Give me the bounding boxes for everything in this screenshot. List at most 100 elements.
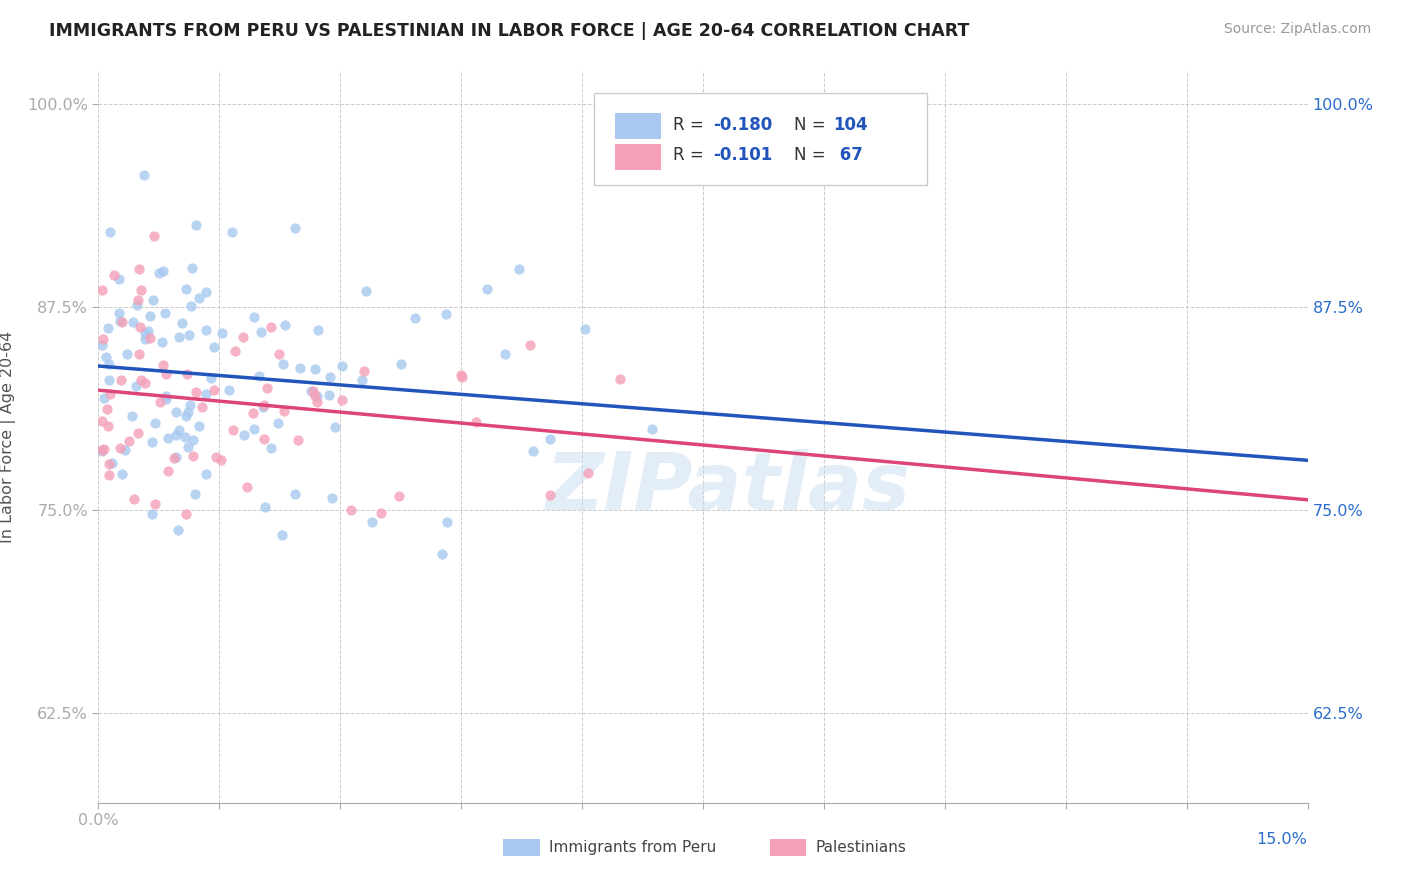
Point (165, 404, 187, 418)
Text: 104: 104 (834, 116, 869, 134)
Point (236, 481, 259, 495)
Point (150, 334, 173, 349)
Point (108, 306, 131, 320)
Point (283, 487, 305, 501)
Point (284, 221, 307, 235)
Point (270, 528, 292, 542)
Point (370, 506, 392, 520)
Point (305, 395, 328, 409)
Point (134, 376, 156, 391)
Point (167, 523, 190, 537)
Point (186, 218, 208, 232)
Text: 67: 67 (834, 146, 862, 164)
Point (202, 383, 225, 397)
Point (202, 340, 225, 354)
Point (353, 363, 375, 377)
Point (305, 389, 328, 403)
Point (142, 293, 165, 307)
Text: -0.101: -0.101 (713, 146, 772, 164)
Point (209, 452, 232, 467)
Point (181, 261, 204, 276)
Text: IMMIGRANTS FROM PERU VS PALESTINIAN IN LABOR FORCE | AGE 20-64 CORRELATION CHART: IMMIGRANTS FROM PERU VS PALESTINIAN IN L… (49, 22, 970, 40)
Point (330, 359, 353, 373)
Point (188, 419, 211, 434)
Point (167, 330, 190, 344)
Point (128, 320, 150, 334)
Text: 15.0%: 15.0% (1257, 832, 1308, 847)
Point (538, 432, 561, 446)
Point (361, 515, 384, 529)
Point (108, 313, 131, 327)
FancyBboxPatch shape (614, 144, 661, 170)
Point (143, 416, 166, 430)
Point (494, 347, 516, 361)
Point (307, 323, 329, 337)
Point (127, 293, 149, 307)
Point (224, 343, 246, 358)
Point (475, 282, 498, 296)
Point (177, 440, 200, 454)
Point (108, 271, 131, 285)
Point (194, 285, 217, 299)
Point (98, 387, 121, 401)
Point (430, 547, 453, 561)
Point (538, 488, 561, 502)
Point (260, 441, 283, 455)
Point (253, 398, 276, 412)
Point (179, 398, 201, 412)
Point (132, 169, 155, 183)
Point (141, 434, 163, 449)
Point (108, 441, 131, 455)
Point (122, 314, 145, 328)
Point (169, 423, 191, 437)
Point (117, 347, 139, 361)
Point (354, 285, 377, 299)
Point (323, 420, 346, 434)
Point (165, 450, 187, 464)
Point (174, 282, 197, 296)
Point (574, 322, 596, 336)
Point (134, 326, 156, 341)
Point (97, 373, 120, 387)
Point (508, 261, 530, 276)
Point (436, 515, 458, 529)
Point (465, 415, 488, 429)
Point (242, 406, 264, 420)
Point (450, 368, 472, 382)
FancyBboxPatch shape (614, 113, 661, 139)
Point (176, 368, 198, 382)
Point (91, 338, 114, 352)
Point (139, 309, 162, 323)
Point (125, 379, 148, 393)
Point (252, 400, 274, 414)
Text: Palestinians: Palestinians (815, 840, 907, 855)
Point (103, 268, 125, 282)
Text: R =: R = (672, 116, 709, 134)
Point (243, 422, 266, 436)
Point (247, 369, 270, 384)
FancyBboxPatch shape (595, 94, 927, 185)
Point (121, 409, 143, 423)
Point (200, 371, 222, 385)
Point (436, 307, 458, 321)
Point (451, 369, 474, 384)
Point (388, 489, 411, 503)
FancyBboxPatch shape (503, 838, 540, 856)
Point (318, 370, 340, 384)
Point (287, 433, 309, 447)
Point (98, 225, 121, 239)
Point (128, 347, 150, 361)
Point (173, 429, 195, 443)
Point (141, 507, 163, 521)
Point (260, 319, 283, 334)
Point (186, 384, 208, 399)
Point (101, 456, 124, 470)
Point (143, 228, 166, 243)
Point (522, 444, 544, 458)
Point (131, 373, 153, 387)
Point (127, 297, 149, 311)
Point (111, 315, 134, 329)
Point (127, 425, 149, 440)
Point (288, 361, 311, 376)
Text: Source: ZipAtlas.com: Source: ZipAtlas.com (1223, 22, 1371, 37)
